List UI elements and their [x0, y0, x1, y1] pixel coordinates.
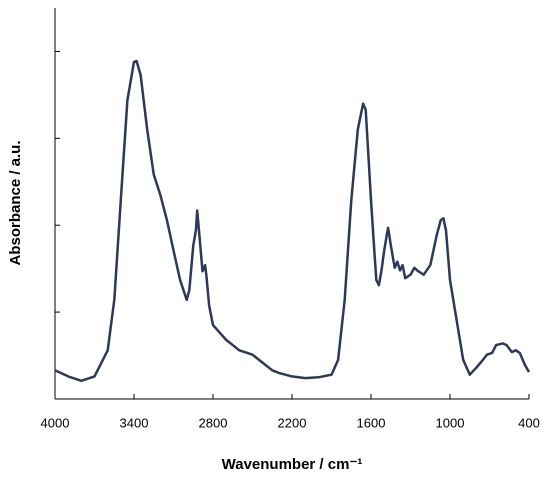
x-tick-label: 2200	[278, 415, 307, 430]
x-tick-label: 1600	[357, 415, 386, 430]
x-tick-label: 400	[518, 415, 540, 430]
y-axis-title: Absorbance / a.u.	[7, 140, 24, 265]
spectrum-line	[54, 59, 531, 383]
x-tick-label: 1000	[436, 415, 465, 430]
x-tick-label: 3400	[120, 415, 149, 430]
x-tick-label: 2800	[199, 415, 228, 430]
x-tick-label: 4000	[41, 415, 70, 430]
x-axis-title: Wavenumber / cm⁻¹	[222, 456, 363, 473]
